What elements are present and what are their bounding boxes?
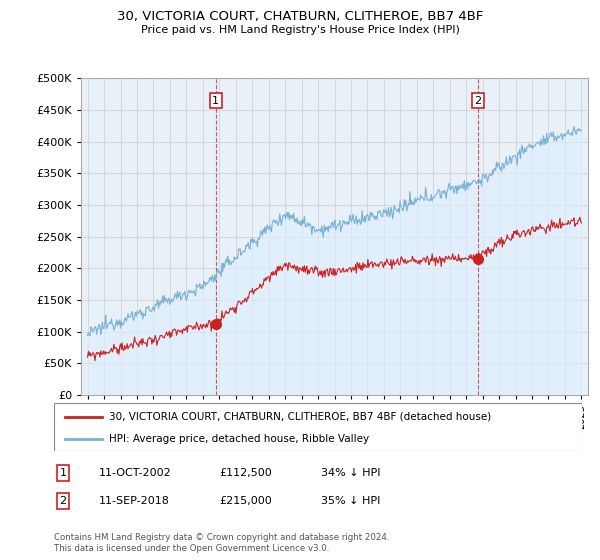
Text: HPI: Average price, detached house, Ribble Valley: HPI: Average price, detached house, Ribb… — [109, 434, 370, 444]
Text: £215,000: £215,000 — [219, 496, 272, 506]
Text: 11-OCT-2002: 11-OCT-2002 — [99, 468, 172, 478]
Text: 2: 2 — [59, 496, 67, 506]
Text: 1: 1 — [59, 468, 67, 478]
Text: Price paid vs. HM Land Registry's House Price Index (HPI): Price paid vs. HM Land Registry's House … — [140, 25, 460, 35]
Text: 11-SEP-2018: 11-SEP-2018 — [99, 496, 170, 506]
Text: 34% ↓ HPI: 34% ↓ HPI — [321, 468, 380, 478]
Text: £112,500: £112,500 — [219, 468, 272, 478]
Text: 30, VICTORIA COURT, CHATBURN, CLITHEROE, BB7 4BF (detached house): 30, VICTORIA COURT, CHATBURN, CLITHEROE,… — [109, 412, 491, 422]
Text: 35% ↓ HPI: 35% ↓ HPI — [321, 496, 380, 506]
Text: Contains HM Land Registry data © Crown copyright and database right 2024.
This d: Contains HM Land Registry data © Crown c… — [54, 533, 389, 553]
Text: 1: 1 — [212, 96, 220, 105]
Text: 30, VICTORIA COURT, CHATBURN, CLITHEROE, BB7 4BF: 30, VICTORIA COURT, CHATBURN, CLITHEROE,… — [117, 10, 483, 23]
Text: 2: 2 — [475, 96, 481, 105]
